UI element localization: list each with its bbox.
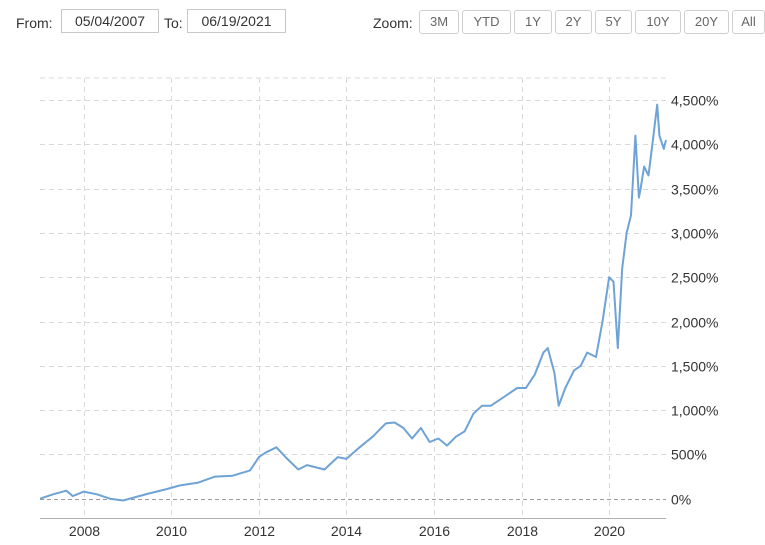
y-tick-label: 2,000% (671, 315, 718, 331)
date-range-toolbar: From: To: Zoom: 3M YTD 1Y 2Y 5Y 10Y 20Y … (0, 0, 765, 44)
x-tick-label: 2008 (69, 523, 100, 539)
x-tick-label: 2010 (156, 523, 187, 539)
x-tick-label: 2016 (419, 523, 450, 539)
zoom-ytd-button[interactable]: YTD (462, 10, 511, 34)
from-label: From: (16, 15, 53, 31)
series-line (39, 103, 667, 502)
y-tick-label: 4,500% (671, 93, 718, 109)
y-tick-label: 3,500% (671, 182, 718, 198)
from-date-input[interactable] (61, 9, 159, 33)
x-tick-label: 2012 (244, 523, 275, 539)
zoom-1y-button[interactable]: 1Y (514, 10, 552, 34)
series-layer (39, 103, 667, 502)
x-tick-label: 2020 (594, 523, 625, 539)
y-tick-label: 4,000% (671, 137, 718, 153)
x-tick-label: 2014 (331, 523, 362, 539)
y-tick-label: 0% (671, 492, 691, 508)
zoom-20y-button[interactable]: 20Y (684, 10, 729, 34)
zoom-2y-button[interactable]: 2Y (555, 10, 592, 34)
y-tick-label: 3,000% (671, 226, 718, 242)
zoom-5y-button[interactable]: 5Y (595, 10, 632, 34)
y-tick-label: 2,500% (671, 270, 718, 286)
x-tick-label: 2018 (507, 523, 538, 539)
grid (40, 77, 666, 519)
y-tick-label: 1,000% (671, 403, 718, 419)
x-axis-labels: 2008 2010 2012 2014 2016 2018 2020 (69, 523, 625, 539)
zoom-3m-button[interactable]: 3M (419, 10, 459, 34)
to-date-input[interactable] (187, 9, 286, 33)
zoom-label: Zoom: (373, 15, 413, 31)
y-tick-label: 1,500% (671, 359, 718, 375)
zoom-all-button[interactable]: All (732, 10, 765, 34)
to-label: To: (164, 15, 183, 31)
y-tick-label: 500% (671, 447, 707, 463)
y-axis-labels: 0% 500% 1,000% 1,500% 2,000% 2,500% 3,000% 3,50… (671, 93, 718, 508)
zoom-10y-button[interactable]: 10Y (635, 10, 681, 34)
